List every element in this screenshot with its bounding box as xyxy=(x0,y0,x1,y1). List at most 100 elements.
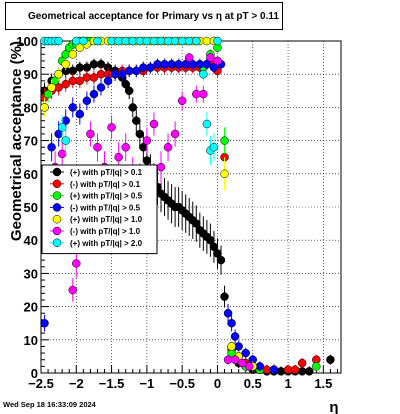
date-stamp: Wed Sep 18 16:33:09 2024 xyxy=(3,400,96,409)
data-point xyxy=(163,36,173,46)
data-point xyxy=(139,63,148,72)
data-point xyxy=(223,308,233,318)
data-point xyxy=(312,362,321,371)
data-point xyxy=(170,36,180,46)
data-point xyxy=(75,43,85,52)
legend-marker xyxy=(52,226,62,236)
data-point xyxy=(61,59,70,69)
data-point xyxy=(61,136,70,145)
data-point xyxy=(124,66,134,76)
data-point xyxy=(170,129,180,139)
data-point xyxy=(135,36,145,46)
data-point xyxy=(216,255,226,265)
data-point xyxy=(96,59,106,69)
y-tick-label: 20 xyxy=(24,300,38,315)
data-point xyxy=(230,355,240,364)
data-point xyxy=(202,59,212,69)
data-point xyxy=(192,36,201,46)
data-point xyxy=(227,318,236,328)
data-point xyxy=(117,69,127,79)
data-point xyxy=(184,36,194,46)
data-point xyxy=(103,76,113,86)
data-point xyxy=(107,123,116,132)
x-tick-label: 0 xyxy=(214,376,221,391)
data-point xyxy=(40,318,49,328)
data-point xyxy=(72,36,81,46)
data-point xyxy=(75,63,85,72)
data-point xyxy=(75,76,85,86)
data-point xyxy=(230,332,240,341)
data-point xyxy=(199,69,208,79)
data-point xyxy=(132,66,141,76)
data-point xyxy=(107,36,116,46)
data-point xyxy=(54,69,63,79)
y-tick-label: 60 xyxy=(24,167,38,182)
data-point xyxy=(163,142,173,152)
data-point xyxy=(149,36,159,46)
data-point xyxy=(255,362,265,371)
x-axis-title: η xyxy=(329,399,338,414)
data-point xyxy=(227,342,236,351)
x-tick-label: 1 xyxy=(284,376,291,391)
legend-label: (+) with pT/|q| > 0.5 xyxy=(70,192,143,201)
data-point xyxy=(220,136,229,145)
data-point xyxy=(128,103,138,112)
data-point xyxy=(110,69,120,79)
x-tick-label: −1.5 xyxy=(99,376,125,391)
data-point xyxy=(89,89,99,99)
y-tick-label: 30 xyxy=(24,266,38,281)
legend-box xyxy=(41,164,158,255)
y-tick-label: 90 xyxy=(24,67,38,82)
y-tick-label: 40 xyxy=(24,233,38,248)
data-point xyxy=(40,103,49,112)
data-point xyxy=(57,123,67,132)
data-point xyxy=(68,50,78,59)
data-point xyxy=(72,259,81,268)
x-tick-label: 1.5 xyxy=(314,376,332,391)
data-point xyxy=(82,63,92,72)
data-point xyxy=(96,69,106,79)
chart-title: Geometrical acceptance for Primary vs η … xyxy=(28,11,279,22)
data-point xyxy=(241,348,250,358)
data-point xyxy=(213,36,222,46)
data-point xyxy=(234,342,243,351)
data-point xyxy=(199,89,208,99)
x-tick-label: 0.5 xyxy=(244,376,262,391)
data-point xyxy=(132,116,141,125)
data-point xyxy=(156,162,166,172)
y-tick-label: 50 xyxy=(24,200,38,215)
data-point xyxy=(68,103,78,112)
data-point xyxy=(93,36,102,46)
data-point xyxy=(121,142,130,152)
data-point xyxy=(57,149,67,159)
data-point xyxy=(192,89,201,99)
data-point xyxy=(276,367,286,376)
data-point xyxy=(89,73,99,82)
data-point xyxy=(142,36,152,46)
data-point xyxy=(114,152,123,162)
data-point xyxy=(213,56,222,66)
data-point xyxy=(202,119,212,129)
data-point xyxy=(304,367,314,376)
data-point xyxy=(223,355,233,364)
x-tick-label: −0.5 xyxy=(169,376,195,391)
data-point xyxy=(47,83,56,92)
data-point xyxy=(75,109,85,119)
legend-marker xyxy=(52,203,62,212)
y-tick-label: 0 xyxy=(31,366,38,381)
data-point xyxy=(47,142,56,152)
legend-label: (-) with pT/|q| > 1.0 xyxy=(70,227,141,236)
data-point xyxy=(153,59,162,69)
data-point xyxy=(68,76,78,86)
y-axis-title: Geometrical acceptance (%) xyxy=(8,41,25,241)
data-point xyxy=(146,63,155,72)
data-point xyxy=(124,86,134,96)
data-point xyxy=(195,59,205,69)
data-point xyxy=(220,169,229,179)
data-point xyxy=(93,142,102,152)
data-point xyxy=(297,358,307,368)
data-point xyxy=(96,83,106,92)
legend-marker xyxy=(52,214,62,224)
data-point xyxy=(244,362,254,371)
data-point xyxy=(135,129,145,139)
